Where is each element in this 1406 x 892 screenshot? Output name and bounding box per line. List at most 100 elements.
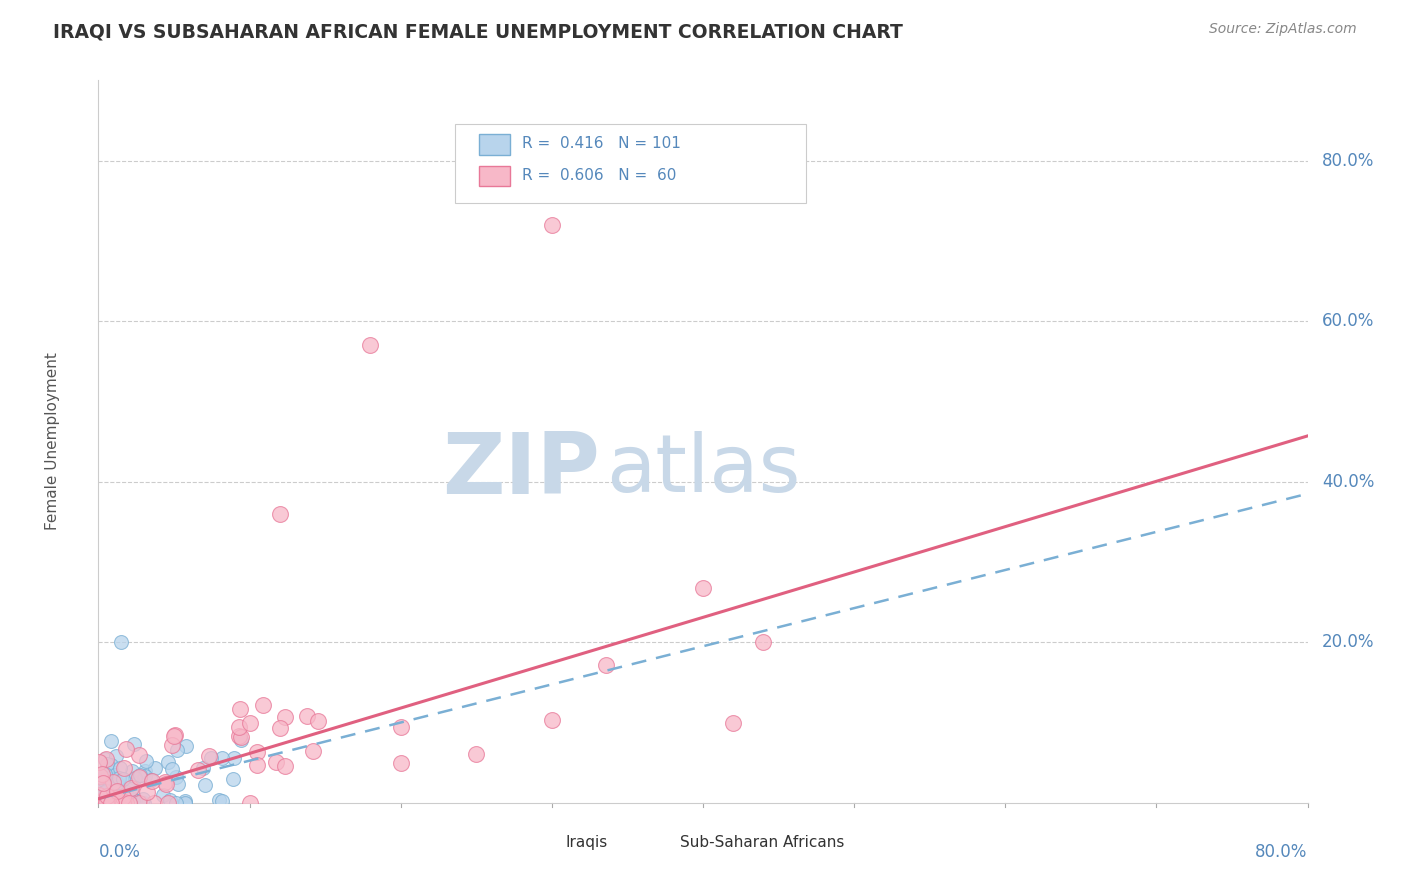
Point xyxy=(105,789,128,803)
Point xyxy=(239,796,262,810)
Point xyxy=(90,787,112,801)
Point xyxy=(96,789,118,803)
Point xyxy=(100,796,122,810)
Point xyxy=(100,796,122,810)
Text: ZIP: ZIP xyxy=(443,429,600,512)
Point xyxy=(89,769,111,783)
Point xyxy=(115,742,138,756)
Point xyxy=(89,796,111,810)
Point xyxy=(160,762,183,776)
Point xyxy=(159,792,181,806)
Point xyxy=(94,784,117,798)
Point xyxy=(124,793,146,807)
Point xyxy=(134,764,156,779)
Point xyxy=(163,729,186,743)
Point xyxy=(121,764,143,778)
Text: atlas: atlas xyxy=(606,432,800,509)
Text: 60.0%: 60.0% xyxy=(1322,312,1375,330)
Point xyxy=(103,796,125,810)
Point xyxy=(157,796,180,810)
Point xyxy=(723,715,745,730)
Point xyxy=(224,751,246,765)
Point xyxy=(274,709,297,723)
Point xyxy=(187,763,209,777)
Point xyxy=(101,791,124,805)
Point xyxy=(110,635,132,649)
Point xyxy=(307,714,329,728)
Point xyxy=(269,507,291,521)
Point xyxy=(96,763,118,777)
Point xyxy=(105,749,128,764)
Point xyxy=(115,796,138,810)
Point xyxy=(112,795,135,809)
Point xyxy=(208,793,231,807)
Point xyxy=(194,778,217,792)
Point xyxy=(128,771,150,785)
Point xyxy=(93,795,115,809)
Point xyxy=(94,796,117,810)
Text: 20.0%: 20.0% xyxy=(1322,633,1375,651)
Point xyxy=(111,772,134,786)
Point xyxy=(114,785,136,799)
Point xyxy=(117,789,139,804)
Text: Source: ZipAtlas.com: Source: ZipAtlas.com xyxy=(1209,22,1357,37)
Point xyxy=(93,796,115,810)
Point xyxy=(167,777,190,791)
Point xyxy=(91,767,114,781)
Text: R =  0.416   N = 101: R = 0.416 N = 101 xyxy=(522,136,681,152)
Point xyxy=(112,796,135,810)
Point xyxy=(155,777,177,791)
Point xyxy=(143,761,166,775)
Point xyxy=(266,755,288,769)
Point xyxy=(129,767,152,781)
Point xyxy=(229,702,252,716)
Point xyxy=(93,776,115,790)
Point xyxy=(94,772,117,786)
Point xyxy=(91,796,114,810)
Text: 0.0%: 0.0% xyxy=(98,843,141,861)
Point xyxy=(94,796,117,810)
Point xyxy=(107,779,129,793)
Point xyxy=(100,734,122,748)
Point xyxy=(103,768,125,782)
Point xyxy=(94,796,117,810)
Point xyxy=(120,781,142,796)
Point xyxy=(104,791,127,805)
Point xyxy=(105,796,128,810)
Text: R =  0.606   N =  60: R = 0.606 N = 60 xyxy=(522,169,676,183)
Point xyxy=(89,769,111,783)
Text: Sub-Saharan Africans: Sub-Saharan Africans xyxy=(681,835,845,850)
Point xyxy=(91,795,114,809)
Point xyxy=(101,779,124,793)
Point xyxy=(595,657,617,672)
Point xyxy=(103,796,125,810)
Point xyxy=(94,791,117,805)
Point xyxy=(191,761,214,775)
Point xyxy=(90,796,112,810)
Point xyxy=(152,789,174,803)
Point xyxy=(87,755,110,769)
Point xyxy=(97,778,120,792)
Point xyxy=(104,796,127,810)
Text: 40.0%: 40.0% xyxy=(1322,473,1375,491)
Point xyxy=(105,784,128,798)
Point xyxy=(465,747,488,761)
Point xyxy=(128,748,150,763)
Point xyxy=(103,796,125,810)
Point xyxy=(101,796,124,810)
Point xyxy=(96,774,118,789)
Point xyxy=(104,778,127,792)
Point xyxy=(97,796,120,810)
Point xyxy=(89,789,111,803)
FancyBboxPatch shape xyxy=(479,166,509,186)
Point xyxy=(132,792,155,806)
Point xyxy=(246,745,269,759)
Point xyxy=(91,789,114,804)
Text: IRAQI VS SUBSAHARAN AFRICAN FEMALE UNEMPLOYMENT CORRELATION CHART: IRAQI VS SUBSAHARAN AFRICAN FEMALE UNEMP… xyxy=(53,22,903,41)
Point xyxy=(231,732,253,747)
Point xyxy=(120,774,142,789)
Point xyxy=(112,790,135,805)
Point xyxy=(135,754,157,768)
Point xyxy=(221,772,243,786)
Point xyxy=(108,760,131,774)
